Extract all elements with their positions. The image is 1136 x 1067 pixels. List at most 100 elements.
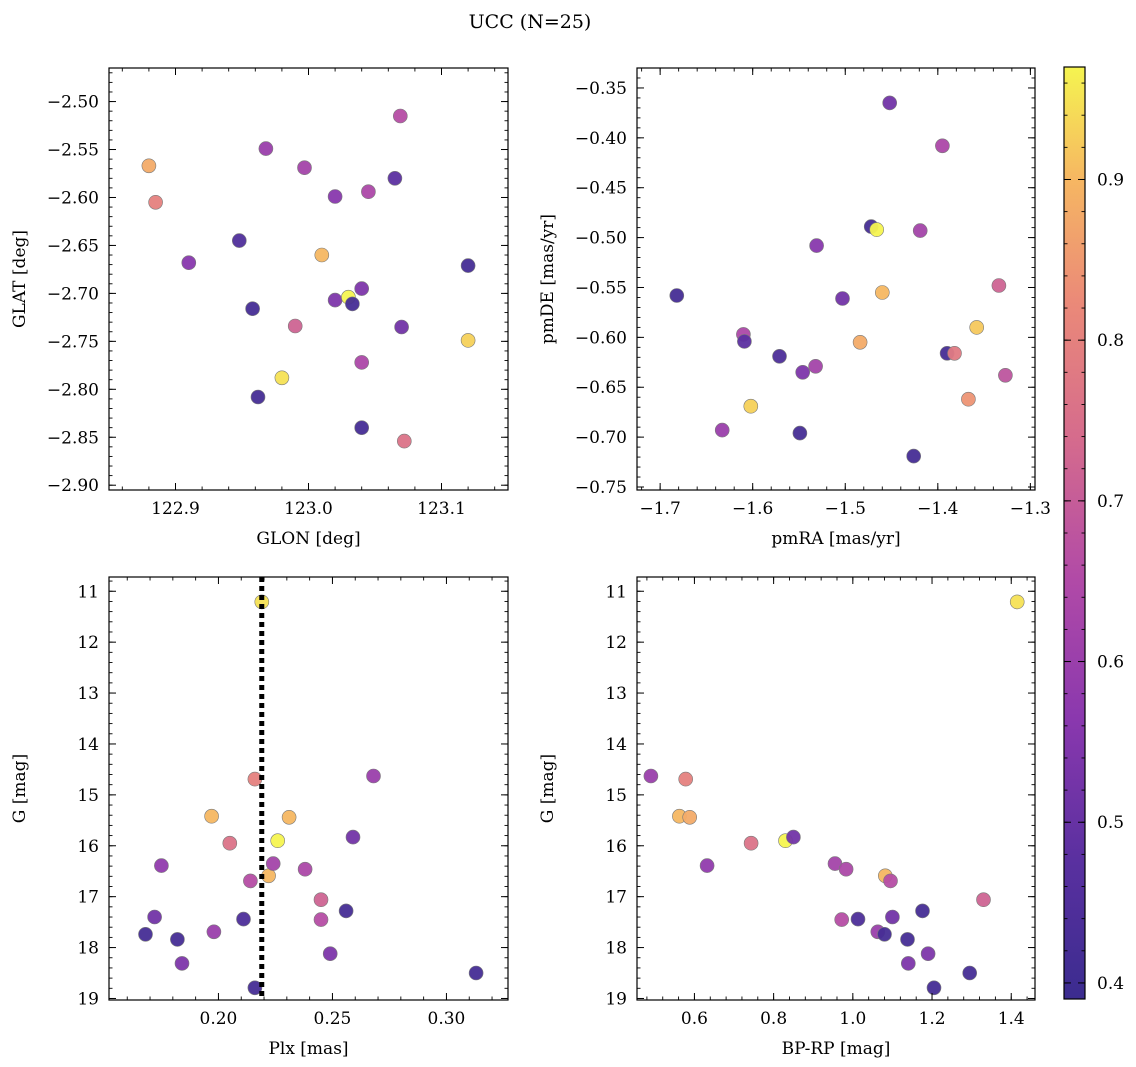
y-tick-label: 13 [77, 684, 99, 704]
y-axis-label: G [mag] [538, 754, 558, 823]
points-glon-glat [141, 108, 476, 449]
scatter-point [287, 318, 303, 334]
colorbar: 0.4 0.5 0.6 0.7 0.8 0.9 [1063, 66, 1124, 1000]
scatter-point [962, 965, 978, 981]
y-tick-label: −2.65 [47, 236, 99, 256]
scatter-point [247, 980, 263, 996]
scatter-point [345, 829, 361, 845]
y-tick-label: −0.55 [575, 278, 627, 298]
y-tick-label: 15 [605, 786, 627, 806]
panel-glon-glat: 122.9 123.0 123.1 −2.90 −2.85 −2.80 −2.75 −2.70… [10, 67, 509, 549]
y-axis-label: GLAT [deg] [10, 230, 30, 328]
y-tick-label: 17 [77, 888, 99, 908]
scatter-point [154, 858, 169, 873]
scatter-point [852, 334, 868, 350]
x-tick-label: 1.4 [998, 1009, 1025, 1029]
y-tick-label: −2.60 [47, 188, 99, 208]
scatter-point [969, 320, 985, 335]
y-tick-label: −2.90 [47, 476, 99, 496]
scatter-point [795, 364, 811, 380]
panel-pmra-pmde: −1.7 −1.6 −1.5 −1.4 −1.3 −0.75 −0.70 −0.65 −0.60… [538, 67, 1051, 549]
y-tick-label: −0.70 [575, 428, 627, 448]
scatter-point [743, 835, 759, 851]
colorbar-tick-label: 0.7 [1097, 492, 1124, 512]
scatter-point [850, 911, 866, 927]
plot-frame [636, 67, 1036, 491]
scatter-point [327, 292, 343, 308]
scatter-point [906, 448, 922, 464]
x-tick-label: −1.4 [917, 499, 958, 519]
scatter-point [245, 301, 260, 317]
scatter-point [204, 808, 219, 824]
scatter-point [915, 903, 930, 919]
scatter-point [270, 833, 286, 849]
scatter-point [877, 926, 892, 942]
scatter-point [327, 189, 343, 204]
scatter-point [643, 768, 659, 784]
x-tick-label: 0.8 [760, 1009, 787, 1029]
panel-bprp-g: 0.6 0.8 1.0 1.2 1.4 11 12 13 14 15 16 17 18 19 BP-RP [… [538, 576, 1036, 1059]
scatter-point [236, 911, 251, 927]
plot-frame [636, 576, 1036, 1001]
scatter-point [714, 422, 730, 438]
scatter-point [669, 288, 685, 303]
scatter-point [148, 195, 163, 210]
scatter-point [354, 420, 370, 436]
scatter-point [912, 223, 928, 238]
x-tick-label: −1.5 [825, 499, 866, 519]
x-axis-label: Plx [mas] [268, 1039, 348, 1059]
y-tick-label: −0.35 [575, 79, 627, 99]
scatter-point [682, 809, 698, 825]
x-axis-label: GLON [deg] [256, 529, 360, 549]
points-pmra-pmde [669, 95, 1013, 464]
scatter-point [961, 391, 976, 407]
x-axis-label: pmRA [mas/yr] [771, 529, 900, 549]
y-tick-label: −0.40 [575, 129, 627, 149]
scatter-point [991, 278, 1007, 293]
scatter-point [468, 965, 484, 981]
scatter-point [743, 398, 759, 414]
scatter-point [834, 912, 850, 927]
y-tick-label: 16 [77, 837, 99, 857]
scatter-point [678, 771, 694, 787]
scatter-point [874, 285, 890, 300]
scatter-point [297, 160, 312, 175]
scatter-point [792, 425, 808, 441]
x-axis-label: BP-RP [mag] [782, 1039, 891, 1059]
scatter-point [250, 389, 266, 405]
scatter-point [699, 858, 715, 873]
scatter-point [809, 238, 824, 253]
x-tick-label: 0.20 [200, 1009, 238, 1029]
y-tick-label: −2.75 [47, 332, 99, 352]
scatter-point [394, 319, 409, 335]
y-tick-label: 11 [77, 582, 99, 602]
scatter-point [737, 334, 752, 349]
scatter-point [396, 433, 412, 449]
scatter-point [313, 912, 329, 927]
scatter-point [882, 95, 898, 111]
y-tick-label: 18 [77, 939, 99, 959]
y-tick-label: −0.65 [575, 378, 627, 398]
y-tick-label: −2.70 [47, 284, 99, 304]
scatter-point [222, 835, 238, 851]
figure-title: UCC (N=25) [469, 11, 592, 33]
scatter-point [786, 829, 801, 845]
scatter-point [243, 873, 258, 889]
scatter-point [206, 924, 222, 940]
scatter-point [976, 892, 991, 908]
plot-frame [108, 67, 509, 491]
y-tick-label: −0.75 [575, 478, 627, 498]
scatter-point [947, 345, 962, 361]
scatter-point [460, 333, 476, 348]
y-tick-label: 19 [77, 989, 99, 1009]
plot-frame [108, 576, 509, 1001]
x-tick-label: 0.25 [314, 1009, 352, 1029]
scatter-point [1009, 594, 1025, 610]
y-tick-label: 13 [605, 684, 627, 704]
scatter-point [900, 932, 915, 947]
scatter-point [338, 903, 354, 919]
y-tick-label: −0.45 [575, 179, 627, 199]
y-tick-label: 18 [605, 939, 627, 959]
colorbar-gradient [1064, 67, 1085, 999]
scatter-point [354, 355, 370, 370]
